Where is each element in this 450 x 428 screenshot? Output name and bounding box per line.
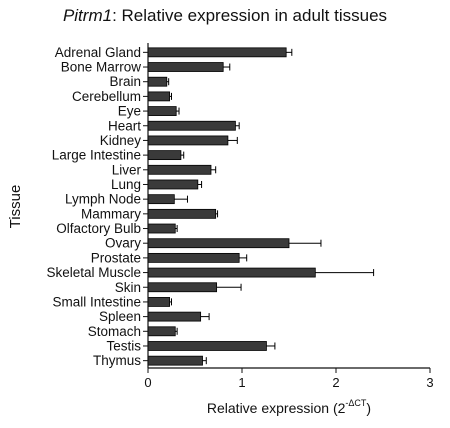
bar [147, 47, 287, 58]
y-axis-label: Tissue [7, 185, 24, 229]
bar [147, 252, 240, 263]
chart-title: Pitrm1: Relative expression in adult tis… [0, 6, 450, 26]
bar [147, 355, 203, 366]
bar [147, 238, 290, 249]
x-axis-label-close: ) [366, 400, 371, 416]
y-tick-label: Adrenal Gland [55, 45, 141, 60]
bar [147, 179, 199, 190]
x-tick-label: 2 [332, 375, 339, 390]
y-tick-label: Large Intestine [52, 148, 141, 163]
x-tick-label: 0 [144, 375, 151, 390]
y-tick-label: Thymus [93, 353, 141, 368]
x-tick-label: 1 [238, 375, 245, 390]
y-tick-label: Lung [111, 177, 141, 192]
y-tick-label: Lymph Node [65, 192, 141, 207]
x-axis-label: Relative expression (2-ΔCT) [207, 398, 371, 416]
bar [147, 164, 212, 175]
y-tick-label: Small Intestine [52, 294, 141, 309]
x-axis-label-superscript: -ΔCT [345, 398, 367, 408]
y-tick-label: Liver [112, 162, 142, 177]
bar [147, 341, 267, 351]
bar [147, 194, 175, 205]
bar [147, 150, 182, 161]
bar [147, 106, 177, 116]
bar [147, 120, 236, 131]
y-tick-label: Testis [106, 338, 141, 353]
y-tick-label: Bone Marrow [61, 60, 142, 75]
x-tick-label: 3 [426, 375, 433, 390]
bar [147, 62, 224, 72]
y-tick-label: Kidney [100, 133, 142, 148]
bar [147, 297, 171, 307]
bar [147, 76, 168, 87]
bar [147, 91, 171, 102]
y-tick-label: Mammary [81, 206, 141, 221]
x-axis-label-main: Relative expression (2 [207, 400, 346, 416]
y-tick-label: Heart [108, 118, 141, 133]
x-ticks: 0 1 2 3 [144, 368, 434, 390]
y-tick-label: Ovary [105, 236, 141, 251]
bar [147, 135, 229, 146]
y-tick-label: Eye [118, 104, 141, 119]
y-tick-label: Stomach [88, 324, 141, 339]
bars-layer [147, 47, 316, 366]
bar [147, 223, 176, 234]
bar [147, 267, 316, 278]
error-bars-layer [166, 48, 375, 365]
bar [147, 311, 202, 322]
y-tick-label: Prostate [91, 250, 141, 265]
y-tick-label: Skeletal Muscle [46, 265, 141, 280]
y-tick-label: Skin [115, 280, 141, 295]
bar [147, 326, 176, 337]
y-tick-label: Spleen [99, 309, 141, 324]
bar [147, 208, 217, 219]
y-tick-label: Cerebellum [72, 89, 141, 104]
bar [147, 282, 218, 293]
y-tick-label: Olfactory Bulb [56, 221, 141, 236]
chart-title-gene: Pitrm1 [62, 6, 113, 25]
chart-title-rest: : Relative expression in adult tissues [112, 6, 388, 25]
y-tick-label: Brain [109, 74, 141, 89]
